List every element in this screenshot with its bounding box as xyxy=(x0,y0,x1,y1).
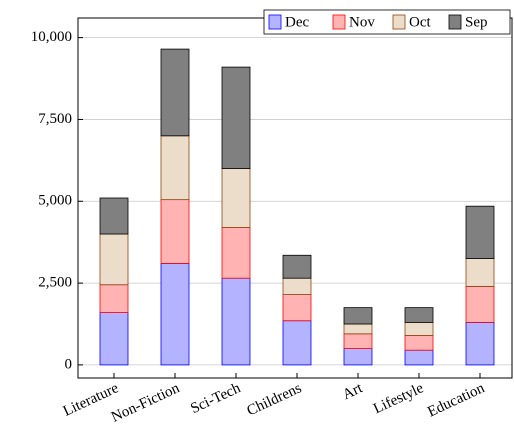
bar-segment xyxy=(465,285,495,323)
x-tick-label: Education xyxy=(425,380,487,420)
bar-segment xyxy=(465,321,495,366)
legend-box xyxy=(263,9,511,35)
x-tick-label: Sci-Tech xyxy=(188,380,243,417)
y-tick-label: 5,000 xyxy=(38,193,72,209)
x-tick-label: Childrens xyxy=(245,380,305,419)
legend-swatch xyxy=(332,14,346,30)
bar-segment xyxy=(282,277,312,295)
bar-segment xyxy=(404,335,434,351)
bar-segment xyxy=(404,349,434,366)
y-tick-label: 0 xyxy=(65,356,73,372)
y-tick-label: 10,000 xyxy=(31,29,72,45)
bar-segment xyxy=(99,197,129,235)
bar-segment xyxy=(343,323,373,335)
bar-segment xyxy=(160,199,190,264)
bar-segment xyxy=(160,48,190,137)
bar-segment xyxy=(404,321,434,336)
bar-segment xyxy=(465,258,495,287)
legend-label: Nov xyxy=(349,14,375,30)
bar-segment xyxy=(221,168,251,228)
legend-swatch xyxy=(448,14,462,30)
bar-segment xyxy=(282,294,312,322)
bar-segment xyxy=(343,348,373,366)
legend-label: Sep xyxy=(465,14,488,30)
bar-segment xyxy=(282,254,312,279)
x-tick-label: Non-Fiction xyxy=(109,380,183,426)
bar-segment xyxy=(404,307,434,323)
legend-swatch xyxy=(392,14,406,30)
legend-label: Oct xyxy=(409,14,431,30)
y-tick-label: 7,500 xyxy=(38,111,72,127)
bar-segment xyxy=(221,277,251,366)
bar-segment xyxy=(99,233,129,286)
bar-segment xyxy=(160,135,190,201)
bar-segment xyxy=(343,307,373,325)
bar-segment xyxy=(282,320,312,366)
bar-segment xyxy=(221,227,251,279)
legend-swatch xyxy=(268,14,282,30)
bar-segment xyxy=(343,333,373,349)
y-tick-label: 2,500 xyxy=(38,275,72,291)
bar-segment xyxy=(160,263,190,366)
bar-segment xyxy=(99,284,129,313)
x-tick-label: Art xyxy=(340,380,366,403)
x-tick-label: Lifestyle xyxy=(371,380,426,417)
bar-segment xyxy=(99,312,129,366)
legend-label: Dec xyxy=(285,14,309,30)
bar-segment xyxy=(221,66,251,169)
bar-segment xyxy=(465,205,495,259)
